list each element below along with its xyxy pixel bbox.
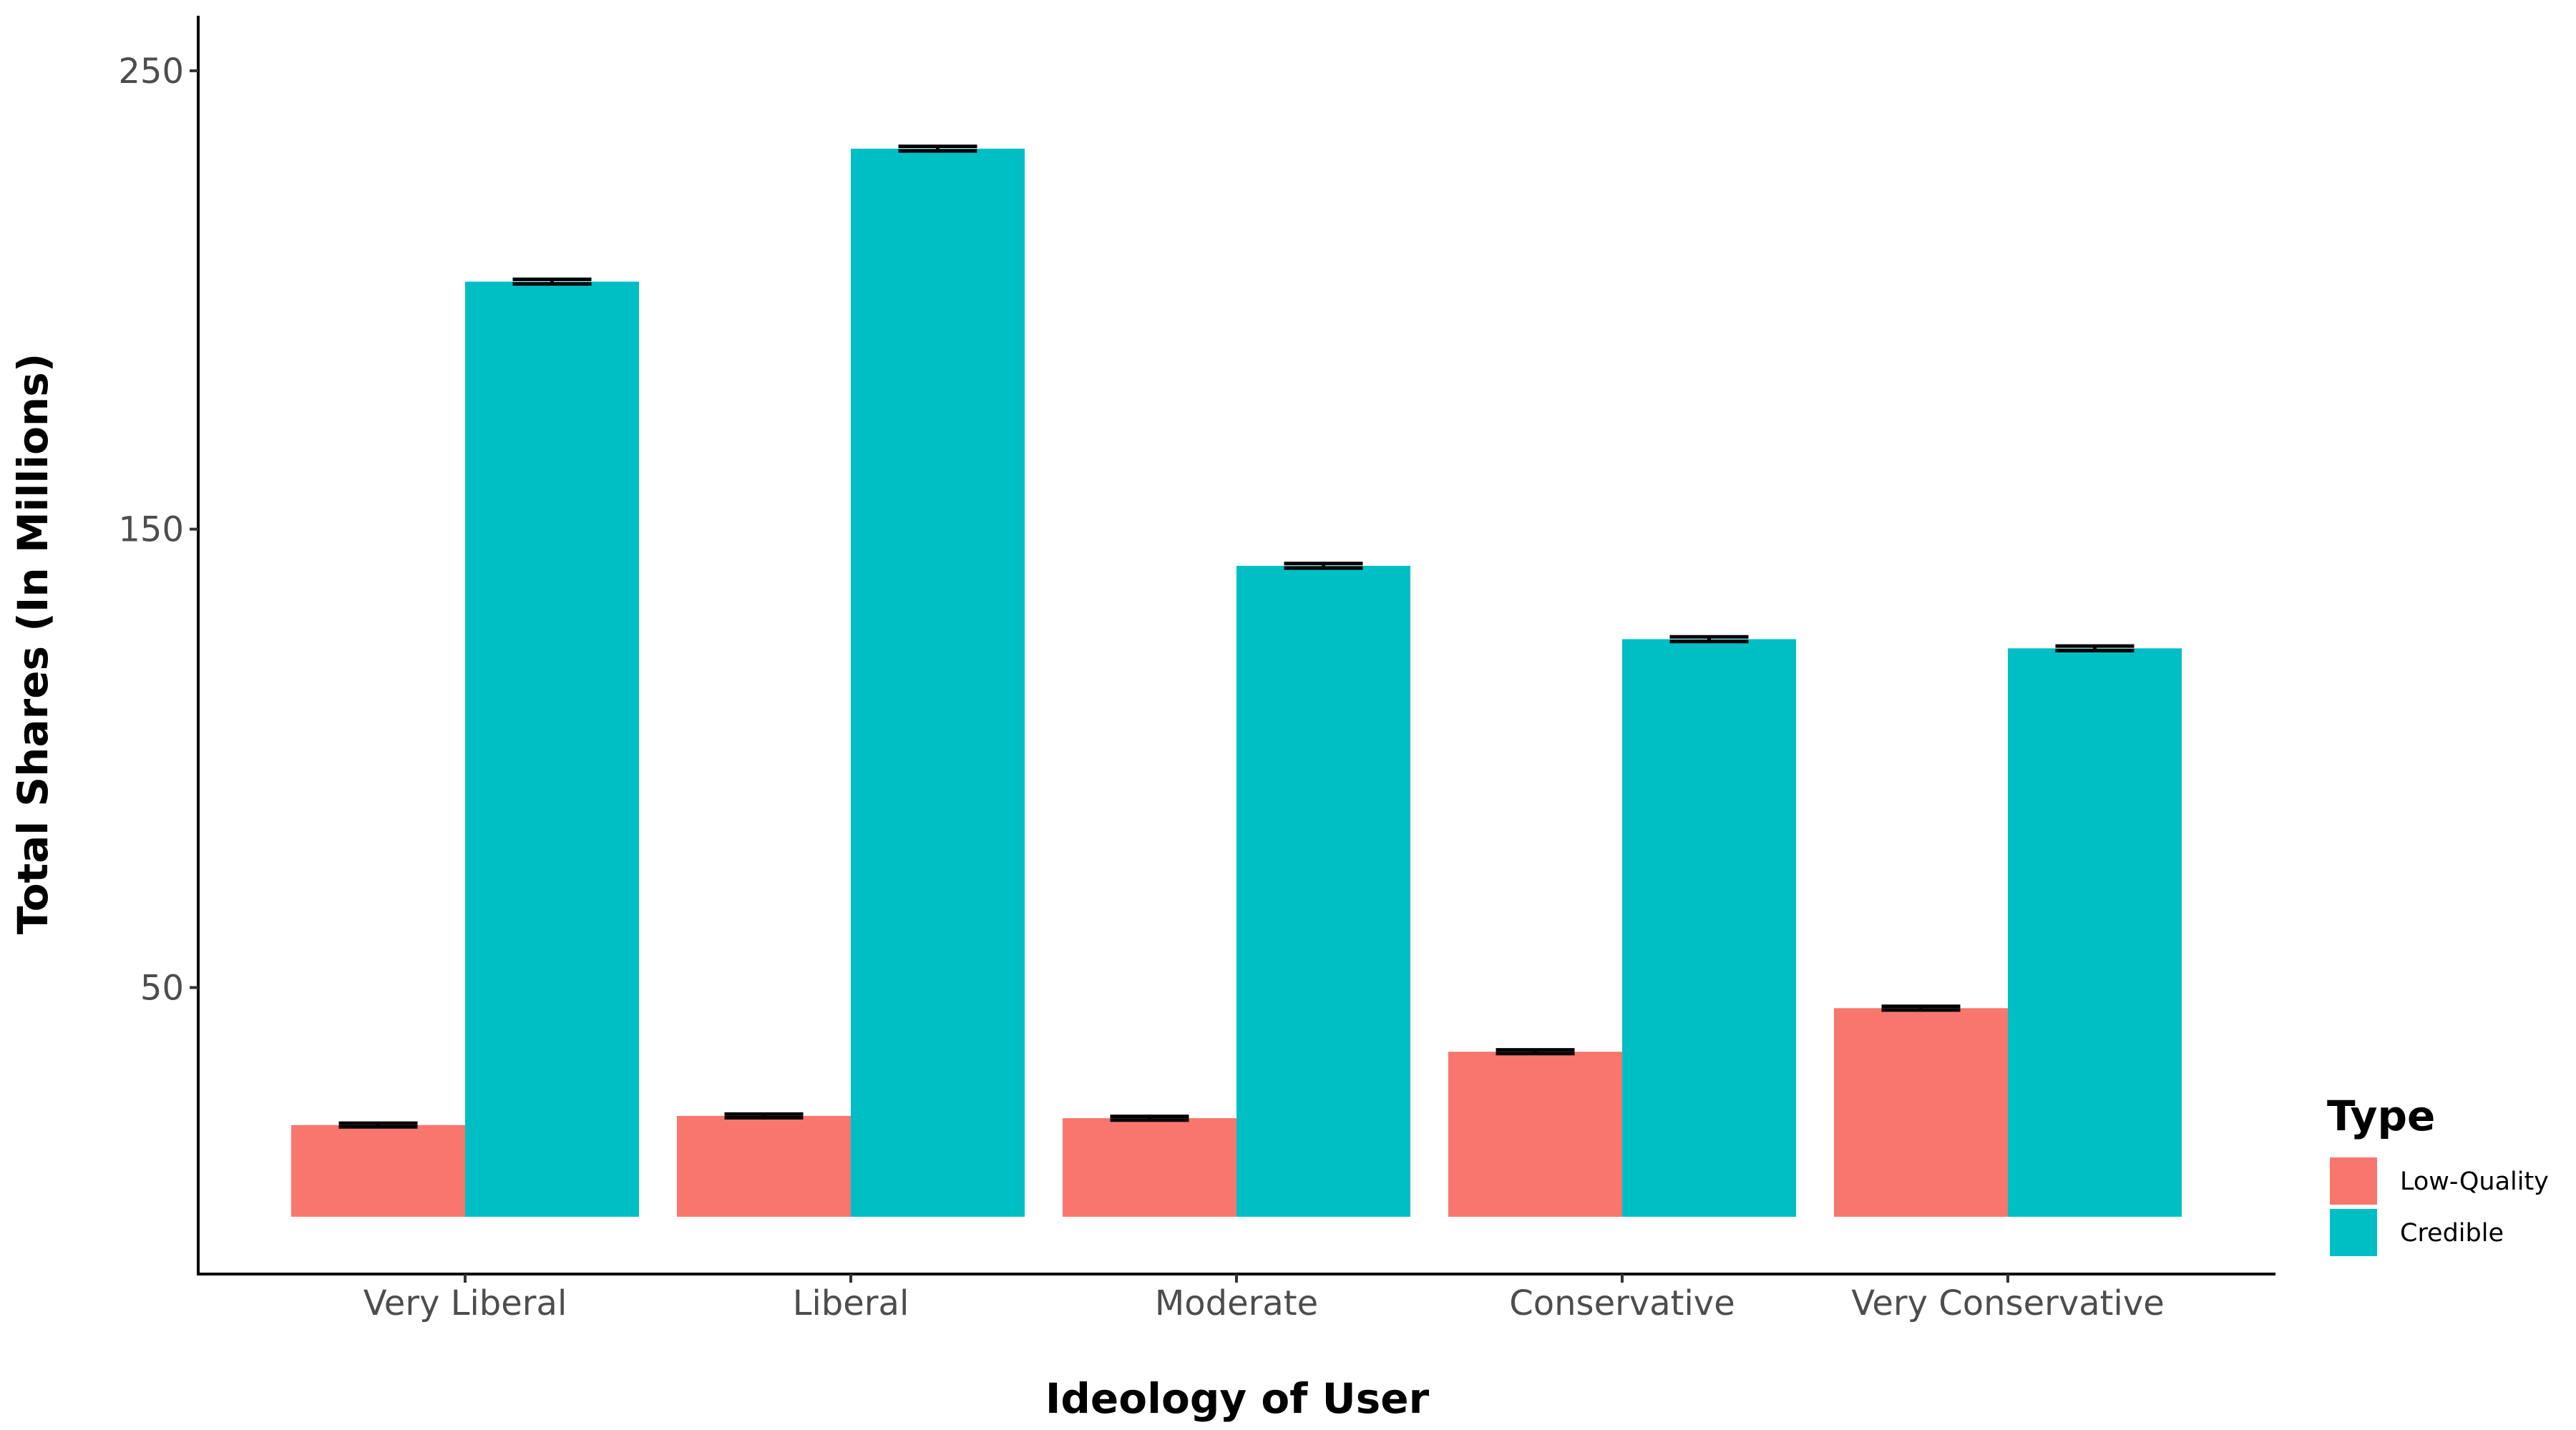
error-bar-credible-liberal [898, 145, 977, 153]
bar-low-quality-conservative [1448, 1052, 1622, 1217]
error-bar-credible-very-conservative [2055, 644, 2135, 653]
bar-credible-conservative [1622, 639, 1796, 1217]
x-tick-label: Liberal [793, 1283, 909, 1323]
bar-credible-very-conservative [2008, 648, 2182, 1217]
legend-title: Type [2327, 1092, 2435, 1140]
x-tick-label: Conservative [1509, 1283, 1735, 1323]
y-tick-label: 250 [118, 52, 184, 92]
legend-item-low-quality: Low-Quality [2330, 1157, 2549, 1205]
error-bar-credible-very-liberal [512, 277, 592, 286]
error-bar-low-quality-moderate [1110, 1115, 1189, 1122]
bar-low-quality-very-conservative [1834, 1008, 2008, 1217]
bar-low-quality-very-liberal [291, 1125, 465, 1217]
y-axis-title: Total Shares (In Millions) [9, 353, 57, 934]
error-bar-low-quality-very-conservative [1881, 1004, 1961, 1012]
error-bar-credible-moderate [1284, 562, 1363, 570]
errorbars-layer [338, 145, 2135, 1129]
legend-key [2330, 1209, 2377, 1256]
bar-credible-very-liberal [465, 281, 639, 1217]
legend: Type Low-Quality Credible [2327, 1092, 2549, 1256]
bars-layer [291, 148, 2182, 1217]
bar-credible-moderate [1236, 565, 1410, 1217]
error-bar-low-quality-liberal [724, 1112, 804, 1120]
legend-key [2330, 1157, 2377, 1205]
error-bar-credible-conservative [1669, 635, 1749, 644]
legend-item-credible: Credible [2330, 1209, 2504, 1256]
bar-low-quality-moderate [1063, 1118, 1236, 1217]
x-tick-label: Moderate [1155, 1283, 1318, 1323]
bar-credible-liberal [851, 148, 1025, 1217]
x-ticks: Very Liberal Liberal Moderate Conservative V… [364, 1274, 2165, 1323]
legend-label: Low-Quality [2400, 1167, 2549, 1196]
error-bar-low-quality-very-liberal [338, 1121, 418, 1129]
bar-low-quality-liberal [677, 1115, 851, 1217]
y-tick-label: 50 [140, 968, 184, 1008]
x-tick-label: Very Conservative [1851, 1283, 2165, 1323]
x-tick-label: Very Liberal [364, 1283, 567, 1323]
y-tick-label: 150 [118, 510, 184, 550]
legend-label: Credible [2400, 1219, 2504, 1248]
legend-items: Low-Quality Credible [2330, 1157, 2549, 1256]
error-bar-low-quality-conservative [1496, 1048, 1575, 1056]
x-axis-title: Ideology of User [1045, 1374, 1430, 1423]
y-ticks: 50 150 250 [118, 52, 198, 1008]
